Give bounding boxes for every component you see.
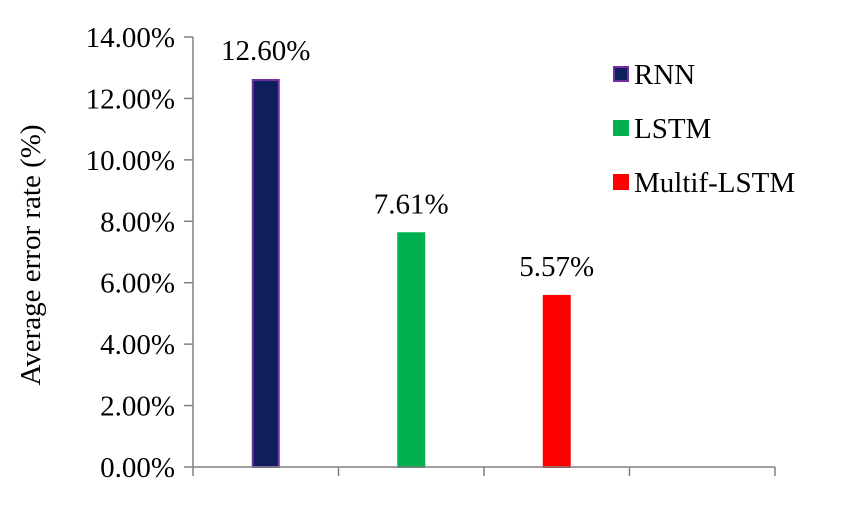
- legend: RNN LSTM Multif-LSTM: [613, 59, 795, 199]
- data-label-lstm: 7.61%: [374, 188, 449, 220]
- legend-swatch-lstm: [613, 120, 629, 136]
- legend-label-rnn: RNN: [634, 59, 695, 91]
- legend-label-lstm: LSTM: [634, 113, 711, 145]
- y-tick-label: 10.00%: [86, 145, 175, 177]
- y-tick-label: 0.00%: [100, 452, 175, 484]
- y-tick-label: 14.00%: [86, 22, 175, 54]
- axes: [192, 37, 776, 476]
- bar-multif-lstm: [542, 294, 571, 468]
- legend-label-multif-lstm: Multif-LSTM: [634, 167, 795, 199]
- data-label-rnn: 12.60%: [221, 35, 310, 67]
- y-tick-label: 8.00%: [100, 206, 175, 238]
- legend-swatch-multif-lstm: [613, 174, 629, 190]
- y-axis-title: Average error rate (%): [15, 124, 47, 385]
- bars: [251, 79, 571, 468]
- bar-lstm: [397, 232, 426, 468]
- data-label-multif-lstm: 5.57%: [519, 251, 594, 283]
- bar-rnn: [251, 79, 280, 468]
- y-axis-title-group: Average error rate (%): [15, 124, 47, 385]
- legend-swatch-rnn: [613, 66, 629, 82]
- y-tick-label: 6.00%: [100, 268, 175, 300]
- y-axis-ticks: 0.00% 2.00% 4.00% 6.00% 8.00% 10.00% 12.00% 14.…: [86, 22, 193, 484]
- y-tick-label: 2.00%: [100, 391, 175, 423]
- data-labels: 12.60% 7.61% 5.57%: [221, 35, 594, 283]
- y-tick-label: 4.00%: [100, 329, 175, 361]
- y-tick-label: 12.00%: [86, 83, 175, 115]
